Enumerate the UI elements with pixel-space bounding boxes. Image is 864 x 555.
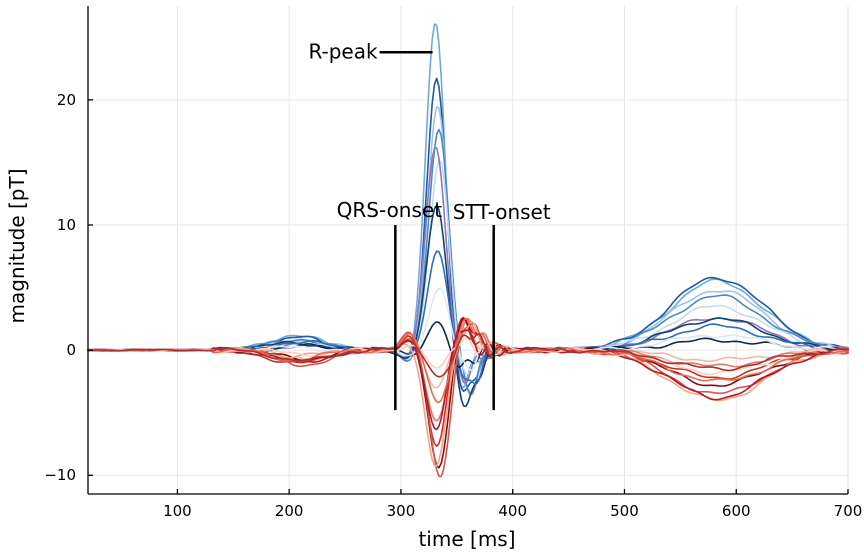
series-line: [87, 329, 849, 431]
series-line: [87, 333, 849, 378]
x-tick-label: 200: [275, 502, 304, 520]
x-tick-label: 300: [387, 502, 416, 520]
y-axis-title: magnitude [pT]: [5, 168, 29, 323]
y-tick-label: 10: [57, 216, 76, 234]
series-line: [87, 128, 849, 396]
axes: 100 200 300 400 500 600 700 −10 0 10 20: [44, 6, 862, 520]
series-line: [87, 77, 849, 393]
qrs-onset-label: QRS-onset: [337, 198, 443, 222]
stt-onset-label: STT-onset: [453, 200, 551, 224]
series-line: [87, 250, 849, 385]
y-tick-label: 0: [66, 341, 76, 359]
x-tick-label: 100: [163, 502, 192, 520]
x-tick-label: 400: [498, 502, 527, 520]
x-tick-label: 700: [834, 502, 863, 520]
series-traces: [87, 23, 849, 478]
x-tick-label: 600: [722, 502, 751, 520]
y-tick-label: −10: [44, 466, 76, 484]
y-tick-label: 20: [57, 91, 76, 109]
series-line: [87, 147, 849, 385]
r-peak-label: R-peak: [308, 39, 378, 63]
x-tick-label: 500: [610, 502, 639, 520]
x-axis-title: time [ms]: [418, 527, 515, 551]
series-line: [87, 321, 849, 467]
annotations: R-peak QRS-onset STT-onset: [308, 39, 551, 411]
series-line: [87, 317, 849, 404]
grid: [88, 6, 849, 494]
